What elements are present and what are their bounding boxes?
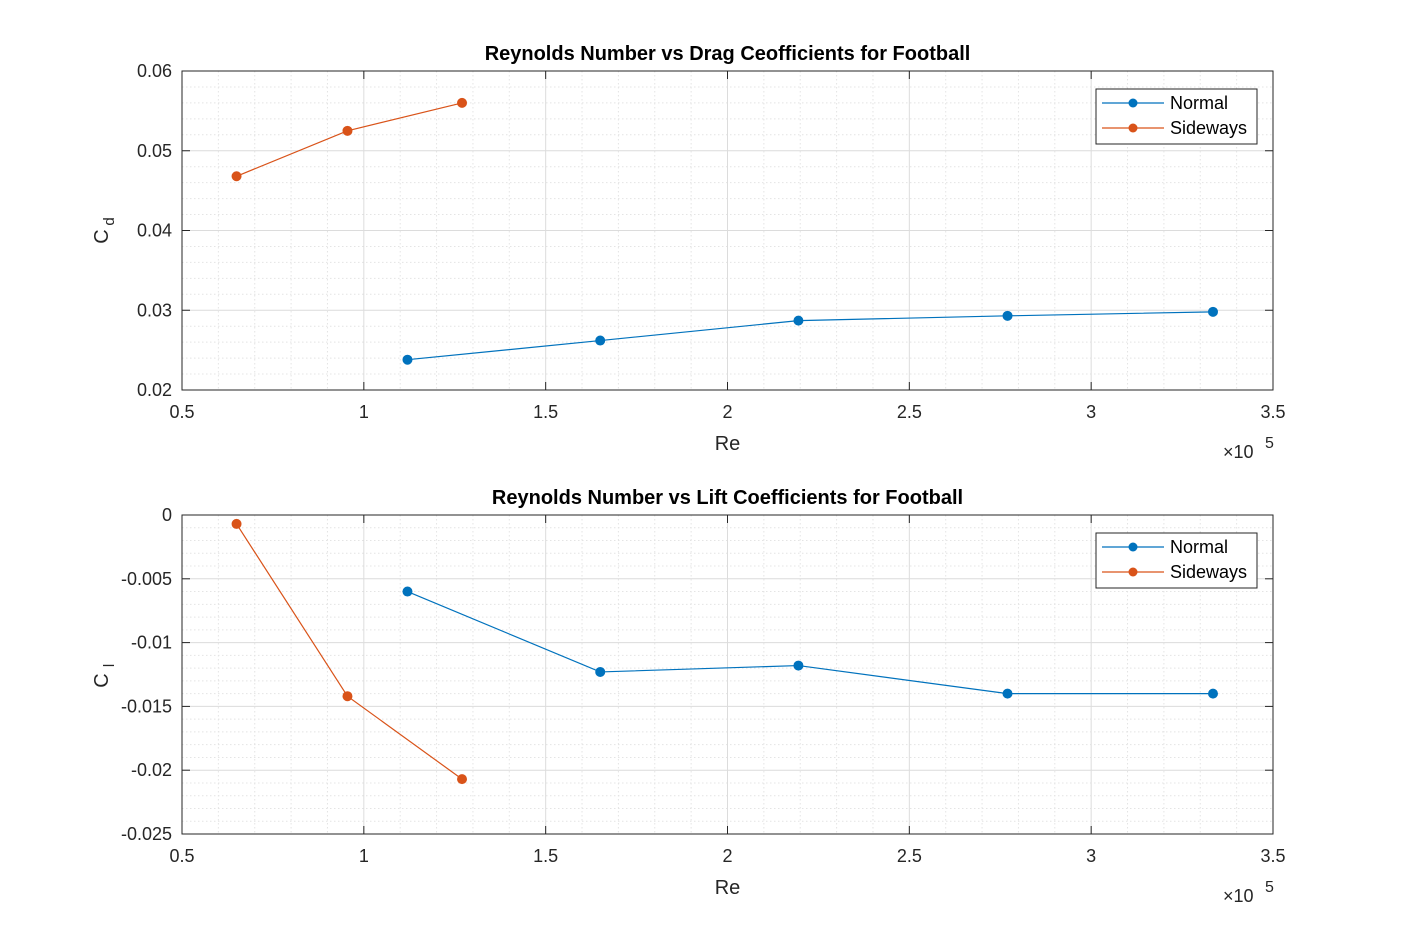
x-exponent-power: 5 bbox=[1265, 435, 1274, 452]
x-tick-label: 2.5 bbox=[897, 402, 922, 422]
y-axis-label-subscript: d bbox=[101, 217, 118, 225]
chart-title: Reynolds Number vs Lift Coefficients for… bbox=[492, 487, 963, 509]
x-axis-exponent: ×10 5 bbox=[1223, 879, 1274, 906]
data-point bbox=[402, 354, 413, 365]
y-tick-label: -0.025 bbox=[121, 824, 172, 844]
legend-entry-sideways: Sideways bbox=[1102, 562, 1247, 582]
y-tick-label: 0.04 bbox=[137, 221, 172, 241]
y-tick-label: -0.01 bbox=[131, 633, 172, 653]
y-axis-label-main: C bbox=[91, 673, 113, 687]
x-tick-label: 3.5 bbox=[1260, 846, 1285, 866]
x-exponent-power: 5 bbox=[1265, 879, 1274, 896]
y-tick-label: 0.05 bbox=[137, 141, 172, 161]
x-axis-label: Re bbox=[715, 877, 741, 899]
data-point bbox=[342, 691, 353, 702]
x-axis-exponent: ×10 5 bbox=[1223, 435, 1274, 462]
x-tick-label: 2 bbox=[722, 846, 732, 866]
legend: Normal Sideways bbox=[1095, 532, 1258, 589]
x-tick-label: 3 bbox=[1086, 402, 1096, 422]
data-point bbox=[231, 518, 242, 529]
legend-entry-normal: Normal bbox=[1102, 537, 1228, 557]
x-axis-label: Re bbox=[715, 433, 741, 455]
x-tick-label: 3.5 bbox=[1260, 402, 1285, 422]
legend-label: Normal bbox=[1170, 93, 1228, 113]
y-axis-label-subscript: l bbox=[101, 664, 118, 667]
legend-label: Sideways bbox=[1170, 118, 1247, 138]
series-normal bbox=[402, 306, 1218, 365]
y-tick-label: 0.03 bbox=[137, 300, 172, 320]
legend-marker bbox=[1128, 567, 1138, 577]
y-axis-label: Cd bbox=[91, 217, 118, 243]
y-tick-label: -0.015 bbox=[121, 696, 172, 716]
x-exponent-base: ×10 bbox=[1223, 442, 1254, 462]
y-tick-label: -0.005 bbox=[121, 569, 172, 589]
y-tick-label: 0.06 bbox=[137, 61, 172, 81]
data-point bbox=[457, 774, 468, 785]
x-tick-label: 0.5 bbox=[169, 402, 194, 422]
series-normal bbox=[402, 586, 1218, 699]
x-exponent-base: ×10 bbox=[1223, 886, 1254, 906]
chart-1: 0.5 1 1.5 2 2.5 3 3.5 0.02 0.03 0.04 0.05 0.06 Reyno… bbox=[91, 43, 1286, 462]
legend-marker bbox=[1128, 98, 1138, 108]
x-tick-label: 1 bbox=[359, 402, 369, 422]
y-axis-label: Cl bbox=[91, 664, 118, 688]
data-point bbox=[1207, 306, 1218, 317]
legend-label: Sideways bbox=[1170, 562, 1247, 582]
y-tick-label: -0.02 bbox=[131, 760, 172, 780]
data-point bbox=[595, 335, 606, 346]
data-point bbox=[793, 660, 804, 671]
y-tick-label: 0.02 bbox=[137, 380, 172, 400]
data-point bbox=[1207, 688, 1218, 699]
data-point bbox=[595, 666, 606, 677]
series-sideways bbox=[231, 97, 468, 182]
legend: Normal Sideways bbox=[1095, 88, 1258, 145]
legend-entry-normal: Normal bbox=[1102, 93, 1228, 113]
data-point bbox=[793, 315, 804, 326]
legend-marker bbox=[1128, 542, 1138, 552]
data-point bbox=[457, 97, 468, 108]
x-tick-label: 2.5 bbox=[897, 846, 922, 866]
legend-label: Normal bbox=[1170, 537, 1228, 557]
y-tick-label: 0 bbox=[162, 505, 172, 525]
legend-box bbox=[1095, 88, 1258, 145]
series-sideways bbox=[231, 518, 468, 785]
data-point bbox=[1002, 310, 1013, 321]
data-point bbox=[231, 171, 242, 182]
x-tick-label: 1.5 bbox=[533, 402, 558, 422]
legend-entry-sideways: Sideways bbox=[1102, 118, 1247, 138]
x-tick-label: 1 bbox=[359, 846, 369, 866]
data-point bbox=[402, 586, 413, 597]
x-tick-label: 1.5 bbox=[533, 846, 558, 866]
y-axis-label-main: C bbox=[91, 229, 113, 243]
legend-marker bbox=[1128, 123, 1138, 133]
chart-2: 0.5 1 1.5 2 2.5 3 3.5 -0.025 -0.02 -0.015 -0.01 -0.… bbox=[91, 487, 1286, 906]
data-point bbox=[342, 125, 353, 136]
legend-box bbox=[1095, 532, 1258, 589]
x-tick-label: 0.5 bbox=[169, 846, 194, 866]
data-point bbox=[1002, 688, 1013, 699]
x-tick-label: 3 bbox=[1086, 846, 1096, 866]
chart-title: Reynolds Number vs Drag Ceofficients for… bbox=[485, 43, 971, 65]
x-tick-label: 2 bbox=[722, 402, 732, 422]
